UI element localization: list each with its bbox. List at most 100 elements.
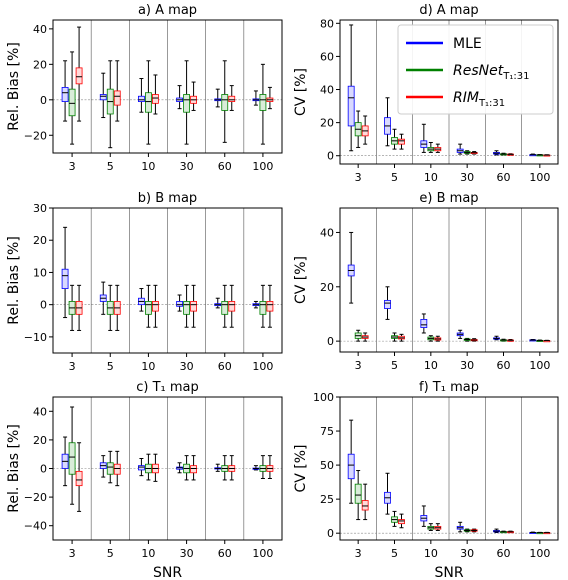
box-2-1 <box>398 333 405 342</box>
y-tick-label: 80 <box>320 17 334 30</box>
box-2-4 <box>228 85 236 111</box>
box-0-2 <box>138 457 145 477</box>
box-iqr <box>152 301 159 312</box>
box-iqr <box>190 301 197 312</box>
box-2-5 <box>266 86 274 110</box>
chart-title: b) B map <box>138 191 197 206</box>
x-tick-label: 60 <box>218 547 232 560</box>
box-iqr <box>75 67 83 85</box>
x-tick-label: 30 <box>460 171 474 184</box>
box-iqr <box>384 299 391 309</box>
box-1-1 <box>106 450 114 484</box>
box-2-5 <box>266 284 274 328</box>
box-1-3 <box>183 284 190 328</box>
box-iqr <box>259 301 267 315</box>
x-tick-label: 60 <box>218 160 232 173</box>
box-0-2 <box>138 288 145 312</box>
box-1-5 <box>259 455 267 480</box>
box-0-1 <box>99 72 107 119</box>
box-1-0 <box>68 284 76 331</box>
box-2-3 <box>190 455 197 481</box>
chart-panel-2: 0 20 40 60 80 3 5 10 30 60 100 d) A map CV [%] MLE Res… <box>293 3 559 184</box>
y-tick-label: 20 <box>320 281 334 294</box>
y-tick-label: 30 <box>33 202 47 215</box>
box-iqr <box>221 94 229 111</box>
legend: MLE ResNetT₁:31 RIMT₁:31 <box>397 24 554 115</box>
box-1-1 <box>106 284 114 331</box>
box-iqr <box>138 95 145 102</box>
x-tick-label: 100 <box>529 359 550 372</box>
box-iqr <box>152 94 159 104</box>
box-0-3 <box>176 294 183 312</box>
box-2-2 <box>434 335 442 342</box>
box-1-3 <box>183 60 190 145</box>
box-1-2 <box>427 523 435 531</box>
box-2-2 <box>434 523 442 531</box>
box-1-2 <box>427 335 435 342</box>
box-2-5 <box>543 531 551 535</box>
box-0-3 <box>176 462 183 474</box>
box-0-2 <box>420 123 428 153</box>
x-tick-label: 60 <box>497 359 511 372</box>
chart-title: a) A map <box>138 3 197 18</box>
x-tick-label: 5 <box>107 160 114 173</box>
box-2-4 <box>228 455 236 481</box>
box-2-5 <box>266 455 274 480</box>
box-2-2 <box>152 453 159 482</box>
box-0-1 <box>384 286 391 320</box>
box-iqr <box>190 465 197 474</box>
y-tick-label: 20 <box>33 58 47 71</box>
box-iqr <box>398 519 405 525</box>
box-2-3 <box>470 338 478 342</box>
box-iqr <box>361 500 369 511</box>
box-iqr <box>347 85 355 127</box>
box-1-0 <box>354 110 362 148</box>
box-iqr <box>420 318 428 328</box>
box-1-5 <box>536 531 544 535</box>
box-1-4 <box>221 60 229 143</box>
box-2-4 <box>507 530 514 534</box>
box-1-2 <box>145 284 152 328</box>
y-tick-label: 0 <box>327 150 334 163</box>
box-2-0 <box>361 483 369 521</box>
box-0-2 <box>420 505 428 527</box>
box-2-3 <box>470 151 478 155</box>
box-0-0 <box>347 24 355 152</box>
x-tick-label: 60 <box>497 171 511 184</box>
y-tick-label: −40 <box>24 520 47 533</box>
box-iqr <box>347 453 355 480</box>
y-tick-label: 75 <box>320 425 334 438</box>
box-iqr <box>228 95 236 102</box>
x-tick-label: 3 <box>69 547 76 560</box>
box-2-5 <box>543 154 551 157</box>
box-iqr <box>113 90 121 106</box>
box-2-0 <box>361 115 369 145</box>
y-axis-label: CV [%] <box>293 68 309 116</box>
box-0-3 <box>176 85 183 110</box>
box-0-0 <box>61 226 69 319</box>
box-iqr <box>221 301 229 315</box>
x-tick-label: 3 <box>69 360 76 373</box>
box-1-2 <box>145 453 152 481</box>
box-1-4 <box>221 284 229 328</box>
box-0-3 <box>456 143 464 155</box>
x-tick-label: 10 <box>141 160 155 173</box>
box-2-1 <box>113 450 121 487</box>
x-tick-label: 5 <box>107 547 114 560</box>
y-tick-label: 0 <box>327 527 334 540</box>
box-1-1 <box>391 332 398 342</box>
box-iqr <box>183 301 190 315</box>
box-2-4 <box>507 153 514 156</box>
y-tick-label: 40 <box>33 405 47 418</box>
box-iqr <box>68 88 76 117</box>
x-axis-label: SNR <box>434 565 463 580</box>
box-iqr <box>61 86 69 102</box>
x-tick-label: 60 <box>497 547 511 560</box>
chart-title: e) B map <box>419 191 478 206</box>
plot-frame <box>52 19 283 154</box>
x-tick-label: 30 <box>180 160 194 173</box>
box-0-3 <box>456 329 464 339</box>
box-iqr <box>106 462 114 475</box>
box-2-2 <box>152 74 159 115</box>
box-0-5 <box>252 300 260 309</box>
